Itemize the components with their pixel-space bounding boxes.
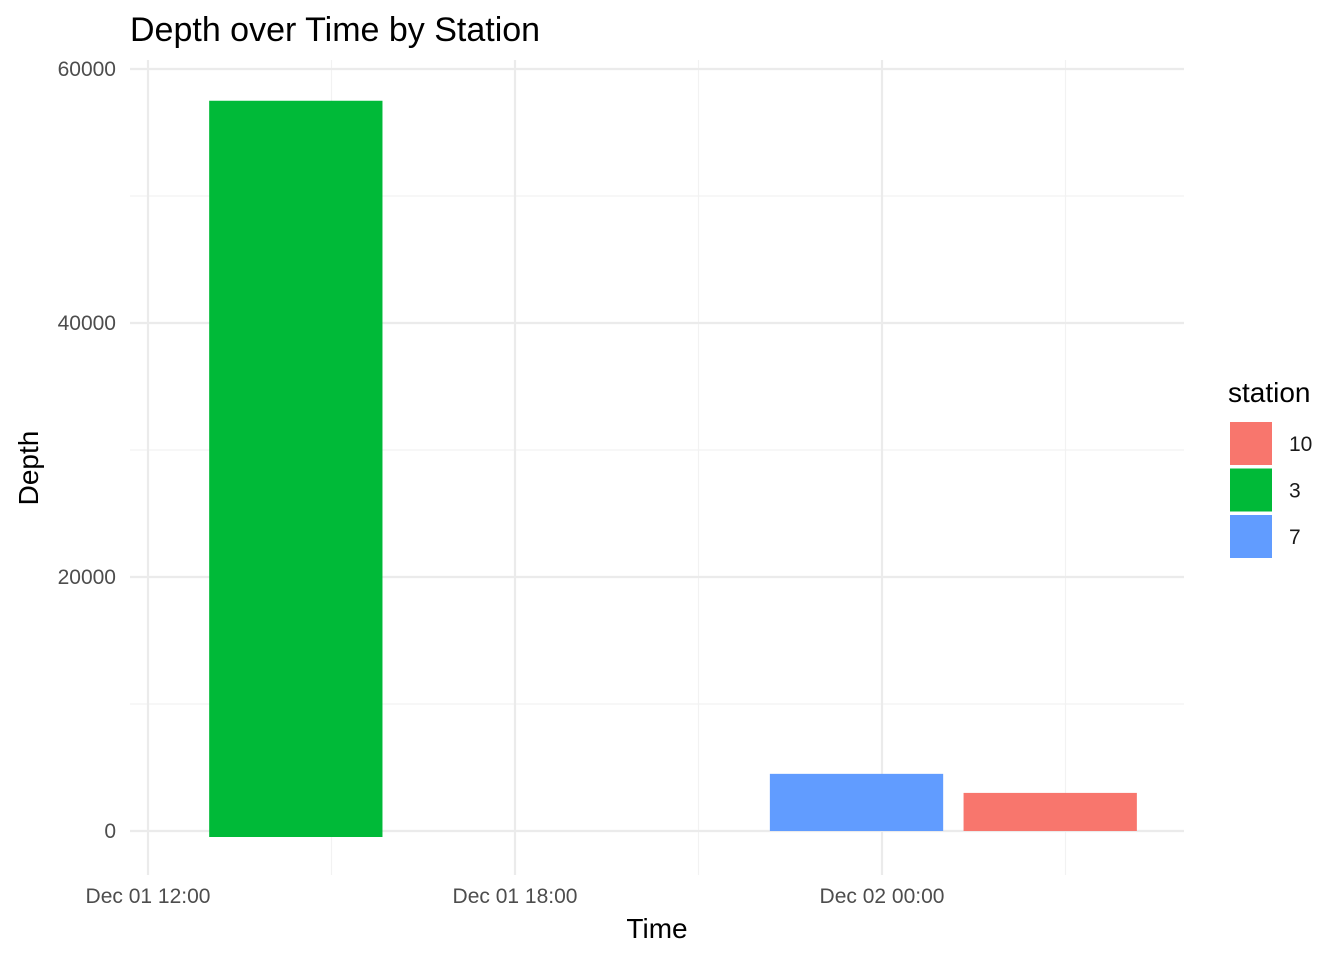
x-axis-title: Time (626, 913, 687, 944)
legend-swatch-10 (1230, 422, 1272, 465)
legend-swatch-7 (1230, 515, 1272, 558)
legend-label-7: 7 (1289, 526, 1301, 549)
legend-label-3: 3 (1289, 480, 1301, 503)
bar-station-3 (209, 100, 383, 837)
y-tick-label: 40000 (58, 312, 116, 335)
chart-title: Depth over Time by Station (130, 11, 540, 49)
y-tick-labels: 0 20000 40000 60000 (58, 58, 116, 843)
y-tick-label: 20000 (58, 566, 116, 589)
legend-swatch-3 (1230, 468, 1272, 512)
y-tick-label: 0 (104, 820, 116, 843)
legend: station 10 3 7 (1228, 377, 1312, 558)
y-axis-title: Depth (13, 431, 44, 506)
x-tick-label: Dec 01 12:00 (86, 885, 211, 908)
x-tick-label: Dec 01 18:00 (453, 885, 578, 908)
legend-items: 10 3 7 (1230, 422, 1312, 558)
legend-title: station (1228, 377, 1311, 408)
x-tick-labels: Dec 01 12:00 Dec 01 18:00 Dec 02 00:00 (86, 885, 945, 908)
y-tick-label: 60000 (58, 58, 116, 81)
legend-label-10: 10 (1289, 433, 1312, 456)
bar-station-7 (769, 773, 944, 831)
bars (209, 100, 1137, 837)
x-tick-label: Dec 02 00:00 (820, 885, 945, 908)
bar-station-10 (963, 792, 1137, 831)
